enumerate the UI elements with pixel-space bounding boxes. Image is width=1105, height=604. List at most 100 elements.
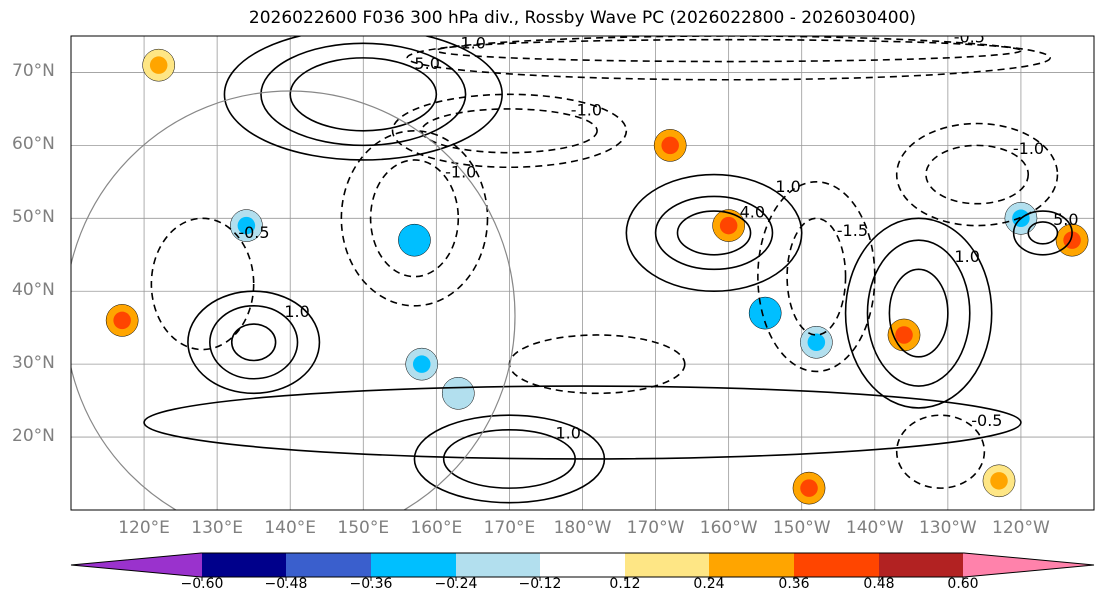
contour-label-6: 4.0	[740, 203, 765, 222]
contour-label-16: -1.0	[445, 162, 476, 181]
lon-tick-label-3: 150°E	[337, 518, 390, 538]
contour-line-2	[223, 36, 503, 161]
contour-line-0	[289, 57, 438, 132]
colorbar-over-arrow	[964, 553, 1094, 577]
contour-label-24: -0.5	[238, 223, 269, 242]
contour-line-13	[1012, 210, 1073, 256]
colorbar-tick-label-7: 0.36	[778, 576, 810, 592]
colorbar-segment-2	[286, 553, 371, 577]
contour-line-20	[420, 108, 598, 154]
contour-line-21	[391, 93, 628, 169]
shaded-core-8	[661, 136, 679, 155]
contour-label-4: 1.0	[284, 302, 309, 321]
colorbar-outline	[70, 552, 1095, 578]
contour-line-5	[187, 290, 321, 395]
contour-label-8: 1.0	[775, 177, 800, 196]
shaded-core-0	[405, 231, 424, 249]
colorbar-tick-label-2: −0.36	[349, 576, 393, 592]
chart-title: 2026022600 F036 300 hPa div., Rossby Wav…	[248, 8, 917, 28]
colorbar-segment-4	[456, 553, 540, 577]
shaded-core-3	[719, 216, 738, 235]
contour-line-4	[209, 305, 299, 380]
contour-line-26	[895, 414, 986, 489]
shaded-core-14	[990, 472, 1008, 490]
lon-tick-label-4: 160°E	[410, 518, 463, 538]
contour-line-11	[844, 217, 993, 409]
colorbar-tick-label-6: 0.24	[693, 576, 725, 592]
colorbar-tick-label-1: −0.48	[264, 576, 308, 592]
contour-line-29	[143, 385, 1022, 460]
plot-frame	[70, 35, 1095, 511]
contour-line-6	[676, 210, 752, 256]
lat-tick-label-1: 30°N	[12, 353, 55, 374]
contour-line-27	[435, 38, 1022, 63]
contour-line-8	[625, 173, 803, 293]
colorbar-under-arrow	[71, 553, 201, 577]
contour-line-24	[150, 217, 255, 351]
contour-line-18	[786, 217, 847, 336]
contour-line-19	[757, 181, 876, 373]
shaded-core-13	[237, 216, 256, 235]
shaded-core-2	[807, 333, 826, 352]
colorbar-tick-label-5: 0.12	[609, 576, 641, 592]
lat-tick-label-5: 70°N	[12, 61, 55, 82]
contour-line-23	[895, 122, 1059, 227]
lon-tick-label-10: 140°W	[845, 518, 904, 538]
colorbar-segment-3	[371, 553, 456, 577]
contour-label-26: -0.5	[971, 411, 1002, 430]
colorbar-tick-label-9: 0.60	[947, 576, 979, 592]
shaded-core-10	[449, 384, 468, 403]
divergence-shading	[105, 48, 1089, 505]
lon-tick-label-2: 140°E	[264, 518, 317, 538]
contour-line-22	[925, 144, 1030, 205]
colorbar-segment-1	[202, 553, 286, 577]
lon-tick-label-12: 120°W	[992, 518, 1050, 538]
lat-tick-label-2: 40°N	[12, 280, 55, 301]
contour-label-14: 1.0	[555, 424, 580, 443]
gridlines	[71, 36, 1094, 510]
contour-label-28: -0.5	[954, 28, 985, 47]
colorbar-segment-7	[709, 553, 794, 577]
lon-tick-label-0: 120°E	[118, 518, 170, 538]
colorbar-tick-label-0: −0.60	[180, 576, 224, 592]
contour-line-1	[260, 42, 467, 147]
colorbar-segment-8	[794, 553, 879, 577]
shaded-core-7	[113, 311, 131, 330]
lat-tick-label-4: 60°N	[12, 134, 55, 155]
contour-label-18: -1.5	[837, 221, 868, 240]
lat-tick-label-3: 50°N	[12, 207, 55, 228]
contour-line-28	[406, 36, 1051, 81]
reference-circle	[71, 90, 516, 510]
lon-tick-label-11: 130°W	[918, 518, 977, 538]
contour-label-0: 5.0	[414, 54, 439, 73]
lon-tick-label-9: 150°W	[772, 518, 831, 538]
colorbar-segment-10	[963, 553, 964, 577]
contour-label-22: -1.0	[1013, 139, 1044, 158]
contour-line-9	[888, 268, 949, 358]
contour-line-7	[654, 195, 774, 271]
colorbar-segment-5	[540, 553, 625, 577]
shaded-core-9	[412, 355, 431, 373]
shaded-core-4	[895, 326, 913, 344]
lon-tick-label-6: 180°W	[553, 518, 612, 538]
colorbar-segment-9	[879, 553, 963, 577]
lon-tick-label-7: 170°W	[626, 518, 685, 538]
contour-line-16	[369, 159, 460, 278]
contour-line-10	[866, 239, 971, 387]
lon-tick-label-5: 170°E	[483, 518, 536, 538]
contour-line-3	[230, 323, 277, 362]
colorbar-segment-6	[625, 553, 709, 577]
colorbar-tick-label-3: −0.24	[434, 576, 478, 592]
lat-tick-label-0: 20°N	[12, 426, 55, 447]
colorbar-segment-0	[201, 553, 202, 577]
contour-lines: 5.01.01.04.01.01.05.01.0-1.0-1.5-1.0-1.0…	[71, 28, 1079, 510]
colorbar-tick-label-4: −0.12	[518, 576, 562, 592]
contour-label-2: 1.0	[460, 33, 485, 52]
colorbar-tick-label-8: 0.48	[863, 576, 895, 592]
shaded-core-5	[800, 479, 818, 497]
shaded-core-6	[149, 56, 168, 74]
lon-tick-label-8: 160°W	[699, 518, 758, 538]
contour-line-12	[1027, 221, 1059, 245]
